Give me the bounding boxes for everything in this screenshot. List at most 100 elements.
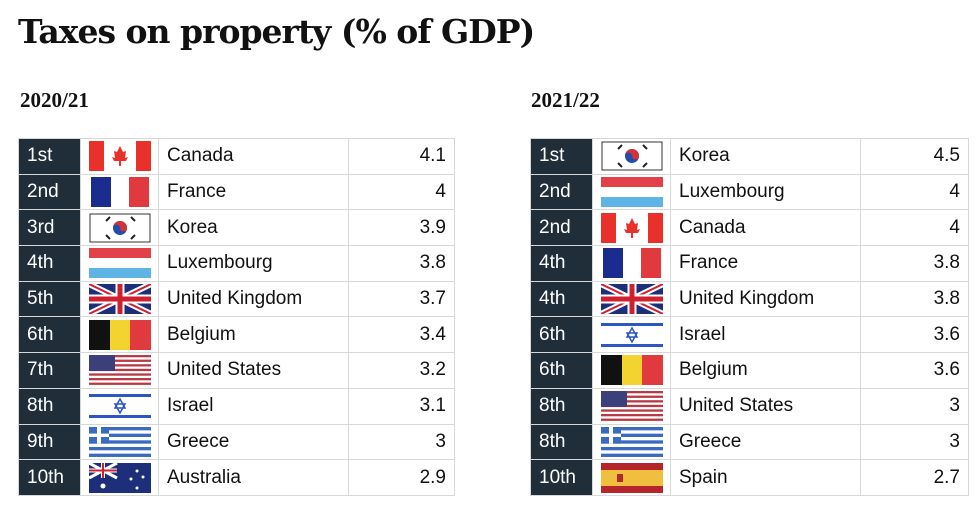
france-flag-icon [88, 177, 151, 208]
table-row: 8th United States 3 [530, 387, 969, 425]
table-row: 6th Israel 3.6 [530, 316, 969, 354]
rank-cell: 5th [18, 280, 81, 318]
korea-flag-icon [89, 213, 150, 243]
value-cell: 3 [348, 423, 455, 461]
france-flag-icon [600, 248, 663, 279]
australia-flag-icon [88, 462, 151, 493]
rank-cell: 6th [18, 316, 81, 354]
belgium-flag-icon [88, 319, 151, 350]
flag-cell [592, 387, 671, 425]
table-row: 10th Spain 2.7 [530, 459, 969, 496]
table-row: 1st Canada 4.1 [18, 138, 455, 175]
page-title: Taxes on property (% of GDP) [18, 12, 535, 51]
table-row: 2nd Canada 4 [530, 209, 969, 247]
israel-flag-icon [88, 391, 151, 422]
value-cell: 2.7 [860, 459, 969, 496]
value-cell: 4.5 [860, 138, 969, 175]
flag-cell [80, 245, 159, 282]
ranking-table-2020-21: 1st Canada 4.1 2nd France 4 3rd Korea 3.9 4… [18, 138, 455, 496]
value-cell: 3.1 [348, 387, 455, 425]
luxembourg-flag-icon [88, 248, 151, 279]
rank-cell: 8th [18, 387, 81, 425]
table-row: 2nd France 4 [18, 173, 455, 211]
rank-cell: 8th [530, 387, 593, 425]
country-cell: Korea [158, 209, 349, 247]
rank-cell: 10th [530, 459, 593, 496]
country-cell: Australia [158, 459, 349, 496]
table-row: 6th Belgium 3.6 [530, 352, 969, 389]
country-cell: United Kingdom [670, 280, 861, 318]
value-cell: 4 [860, 209, 969, 247]
country-cell: United Kingdom [158, 280, 349, 318]
rank-cell: 10th [18, 459, 81, 496]
country-cell: Luxembourg [670, 173, 861, 211]
rank-cell: 7th [18, 352, 81, 389]
country-cell: France [158, 173, 349, 211]
country-cell: Greece [158, 423, 349, 461]
country-cell: Israel [670, 316, 861, 354]
value-cell: 4 [860, 173, 969, 211]
flag-cell [80, 138, 159, 175]
country-cell: United States [670, 387, 861, 425]
country-cell: Israel [158, 387, 349, 425]
table-row: 9th Greece 3 [18, 423, 455, 461]
rank-cell: 9th [18, 423, 81, 461]
flag-cell [592, 138, 671, 175]
table-row: 8th Israel 3.1 [18, 387, 455, 425]
value-cell: 3 [860, 387, 969, 425]
flag-cell [80, 316, 159, 354]
table-row: 5th United Kingdom 3.7 [18, 280, 455, 318]
value-cell: 3.8 [860, 280, 969, 318]
rank-cell: 8th [530, 423, 593, 461]
flag-cell [592, 280, 671, 318]
flag-cell [592, 459, 671, 496]
country-cell: Korea [670, 138, 861, 175]
rank-cell: 4th [18, 245, 81, 282]
flag-cell [80, 423, 159, 461]
value-cell: 3.8 [348, 245, 455, 282]
uk-flag-icon [600, 284, 663, 315]
canada-flag-icon [88, 141, 151, 172]
rank-cell: 6th [530, 352, 593, 389]
flag-cell [80, 280, 159, 318]
flag-cell [80, 352, 159, 389]
table-row: 7th United States 3.2 [18, 352, 455, 389]
country-cell: Belgium [158, 316, 349, 354]
table-heading-2020-21: 2020/21 [20, 88, 89, 112]
value-cell: 3.2 [348, 352, 455, 389]
table-row: 4th United Kingdom 3.8 [530, 280, 969, 318]
table-heading-2021-22: 2021/22 [531, 88, 600, 112]
flag-cell [592, 209, 671, 247]
value-cell: 4 [348, 173, 455, 211]
rank-cell: 2nd [18, 173, 81, 211]
table-row: 1st Korea 4.5 [530, 138, 969, 175]
flag-cell [80, 459, 159, 496]
spain-flag-icon [600, 462, 663, 493]
country-cell: United States [158, 352, 349, 389]
rank-cell: 2nd [530, 209, 593, 247]
table-row: 6th Belgium 3.4 [18, 316, 455, 354]
table-row: 3rd Korea 3.9 [18, 209, 455, 247]
israel-flag-icon [600, 319, 663, 350]
value-cell: 3 [860, 423, 969, 461]
rank-cell: 1st [18, 138, 81, 175]
table-row: 4th Luxembourg 3.8 [18, 245, 455, 282]
value-cell: 2.9 [348, 459, 455, 496]
table-row: 2nd Luxembourg 4 [530, 173, 969, 211]
value-cell: 3.8 [860, 245, 969, 282]
country-cell: Greece [670, 423, 861, 461]
flag-cell [592, 316, 671, 354]
country-cell: Spain [670, 459, 861, 496]
luxembourg-flag-icon [600, 177, 663, 208]
country-cell: Luxembourg [158, 245, 349, 282]
country-cell: Belgium [670, 352, 861, 389]
value-cell: 3.6 [860, 316, 969, 354]
rank-cell: 4th [530, 245, 593, 282]
table-row: 8th Greece 3 [530, 423, 969, 461]
value-cell: 3.6 [860, 352, 969, 389]
country-cell: France [670, 245, 861, 282]
canada-flag-icon [600, 212, 663, 243]
flag-cell [80, 209, 159, 247]
value-cell: 3.9 [348, 209, 455, 247]
rank-cell: 6th [530, 316, 593, 354]
